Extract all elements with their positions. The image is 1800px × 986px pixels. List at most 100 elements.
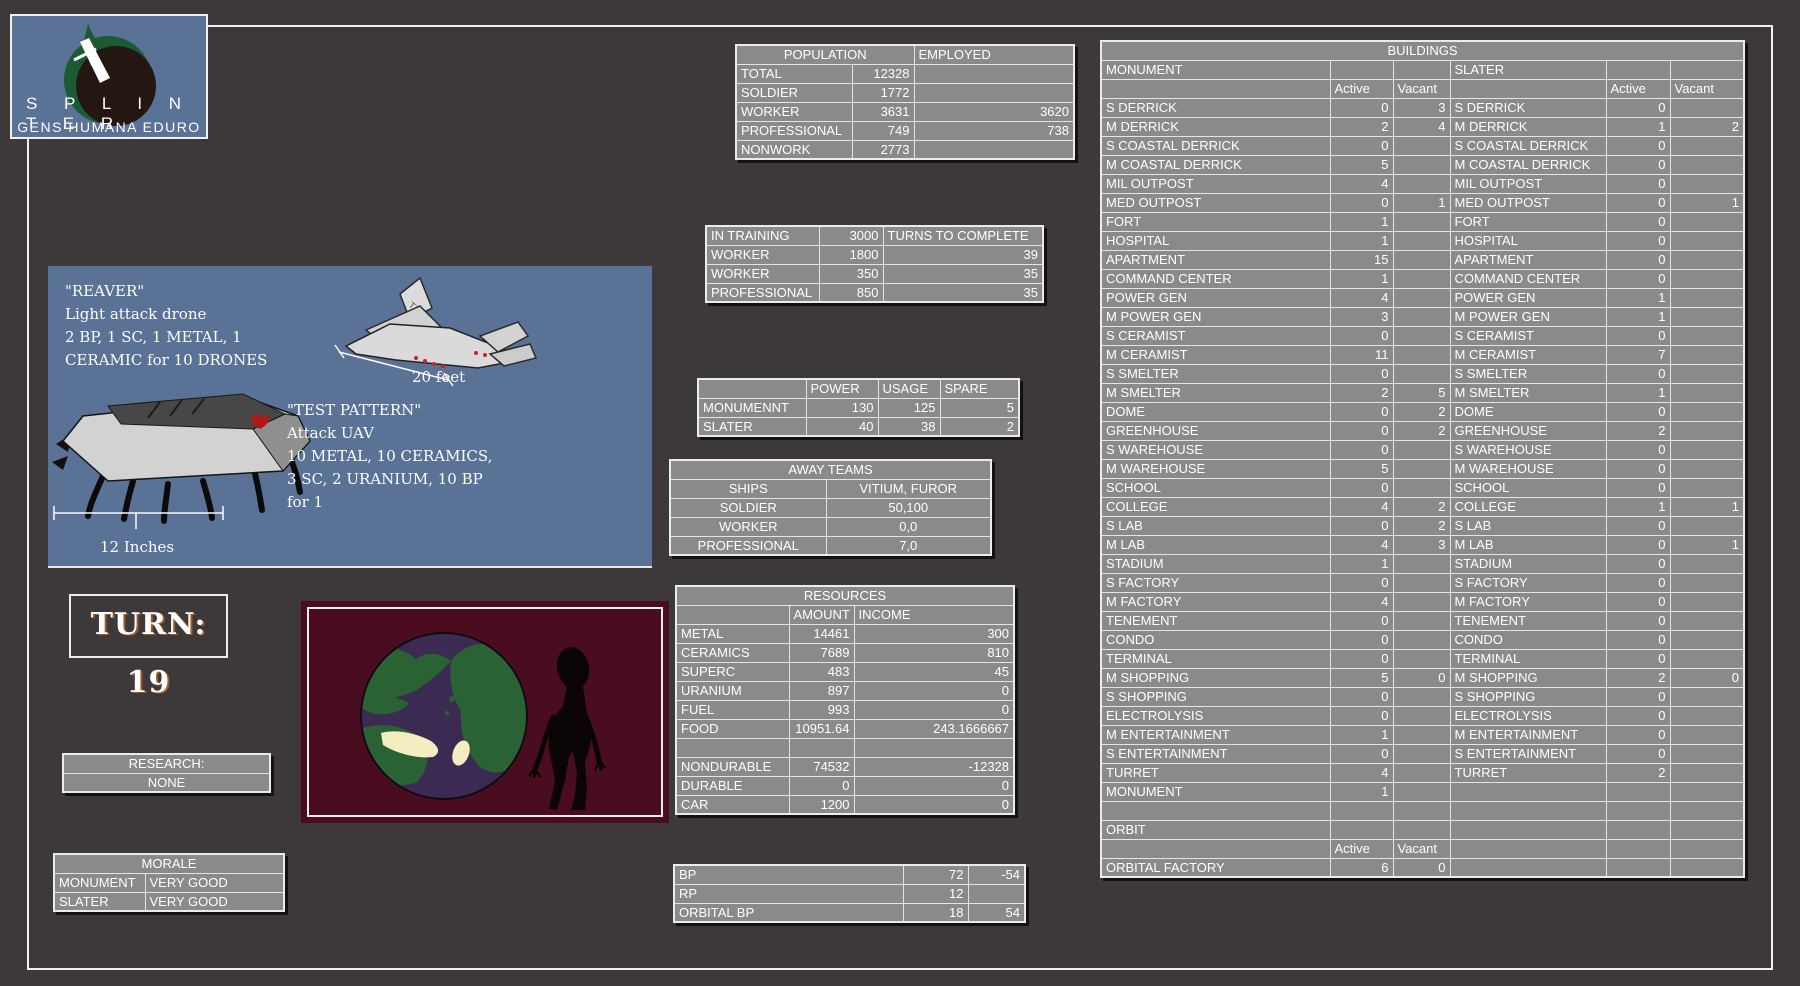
resource-income[interactable] xyxy=(853,737,1015,758)
building-name-monument[interactable]: M DERRICK xyxy=(1100,116,1331,137)
building-name-monument[interactable]: S SMELTER xyxy=(1100,363,1331,384)
building-vacant-slater[interactable] xyxy=(1669,439,1745,460)
building-active-slater[interactable]: 0 xyxy=(1605,325,1671,346)
population-employed[interactable] xyxy=(913,63,1075,84)
morale-value[interactable]: VERY GOOD xyxy=(144,891,285,912)
building-name-monument[interactable]: S SHOPPING xyxy=(1100,686,1331,707)
building-active-monument[interactable]: 4 xyxy=(1329,591,1394,612)
building-vacant-slater[interactable] xyxy=(1669,173,1745,194)
training-value[interactable]: 350 xyxy=(818,263,884,284)
building-active-slater[interactable]: 2 xyxy=(1605,420,1671,441)
training-turns[interactable]: 35 xyxy=(882,263,1044,284)
building-name-slater[interactable]: S LAB xyxy=(1449,515,1607,536)
building-name-monument[interactable]: M SHOPPING xyxy=(1100,667,1331,688)
building-name-slater[interactable]: M DERRICK xyxy=(1449,116,1607,137)
building-name-slater[interactable]: M SHOPPING xyxy=(1449,667,1607,688)
resource-income[interactable]: 810 xyxy=(853,642,1015,663)
building-name-slater[interactable]: M WAREHOUSE xyxy=(1449,458,1607,479)
building-vacant-slater[interactable] xyxy=(1669,515,1745,536)
resource-label[interactable]: SUPERC xyxy=(675,661,790,682)
points-value[interactable]: 72 xyxy=(902,864,969,885)
building-vacant-slater[interactable]: 0 xyxy=(1669,667,1745,688)
population-label[interactable]: WORKER xyxy=(735,101,853,122)
building-vacant-slater[interactable] xyxy=(1669,572,1745,593)
building-vacant-slater[interactable] xyxy=(1669,306,1745,327)
building-active-slater[interactable]: 0 xyxy=(1605,705,1671,726)
resource-amount[interactable]: 483 xyxy=(788,661,855,682)
building-vacant-monument[interactable] xyxy=(1392,268,1451,289)
orbit-section-title[interactable]: ORBIT xyxy=(1100,819,1331,840)
building-vacant-monument[interactable]: 2 xyxy=(1392,401,1451,422)
points-label[interactable]: BP xyxy=(673,864,904,885)
building-name-slater[interactable]: CONDO xyxy=(1449,629,1607,650)
building-vacant-monument[interactable] xyxy=(1392,439,1451,460)
orbital-factory-vacant[interactable]: 0 xyxy=(1392,857,1451,878)
building-active-slater[interactable]: 0 xyxy=(1605,363,1671,384)
building-active-slater[interactable]: 0 xyxy=(1605,439,1671,460)
building-vacant-monument[interactable] xyxy=(1392,477,1451,498)
building-active-monument[interactable]: 0 xyxy=(1329,686,1394,707)
population-value[interactable]: 2773 xyxy=(851,139,915,160)
vacant-header[interactable]: Vacant xyxy=(1392,78,1451,99)
resource-amount[interactable]: 10951.64 xyxy=(788,718,855,739)
building-name-monument[interactable]: MED OUTPOST xyxy=(1100,192,1331,213)
training-value[interactable]: 850 xyxy=(818,282,884,303)
building-name-monument[interactable]: S COASTAL DERRICK xyxy=(1100,135,1331,156)
building-active-slater[interactable]: 0 xyxy=(1605,686,1671,707)
building-name-slater[interactable]: TENEMENT xyxy=(1449,610,1607,631)
blank-cell[interactable] xyxy=(1669,59,1745,80)
resource-label[interactable]: FUEL xyxy=(675,699,790,720)
spreadsheet-cell[interactable] xyxy=(1449,838,1607,859)
resource-income[interactable]: 45 xyxy=(853,661,1015,682)
building-name-monument[interactable]: COMMAND CENTER xyxy=(1100,268,1331,289)
away-value[interactable]: 0,0 xyxy=(825,516,992,537)
building-name-monument[interactable]: S FACTORY xyxy=(1100,572,1331,593)
resource-label[interactable]: METAL xyxy=(675,623,790,644)
building-active-slater[interactable]: 0 xyxy=(1605,230,1671,251)
building-active-monument[interactable]: 0 xyxy=(1329,629,1394,650)
spreadsheet-cell[interactable] xyxy=(1605,838,1671,859)
building-name-monument[interactable]: HOSPITAL xyxy=(1100,230,1331,251)
population-value[interactable]: 1772 xyxy=(851,82,915,103)
building-active-slater[interactable]: 1 xyxy=(1605,306,1671,327)
building-name-slater[interactable]: M SMELTER xyxy=(1449,382,1607,403)
building-name-monument[interactable]: GREENHOUSE xyxy=(1100,420,1331,441)
power-label[interactable]: MONUMENNT xyxy=(697,397,807,418)
orbital-factory-active[interactable]: 6 xyxy=(1329,857,1394,878)
building-vacant-slater[interactable]: 2 xyxy=(1669,116,1745,137)
buildings-title[interactable]: BUILDINGS xyxy=(1100,40,1745,61)
resource-income[interactable]: -12328 xyxy=(853,756,1015,777)
away-value[interactable]: 50,100 xyxy=(825,497,992,518)
resource-amount[interactable]: 0 xyxy=(788,775,855,796)
building-vacant-monument[interactable] xyxy=(1392,743,1451,764)
blank-cell[interactable] xyxy=(1329,59,1394,80)
building-active-slater[interactable]: 0 xyxy=(1605,591,1671,612)
building-active-monument[interactable]: 0 xyxy=(1329,192,1394,213)
training-turns[interactable]: 35 xyxy=(882,282,1044,303)
resource-amount[interactable]: 897 xyxy=(788,680,855,701)
building-active-slater[interactable]: 0 xyxy=(1605,648,1671,669)
building-active-slater[interactable] xyxy=(1605,781,1671,802)
resource-amount[interactable]: 74532 xyxy=(788,756,855,777)
building-vacant-slater[interactable] xyxy=(1669,401,1745,422)
building-vacant-slater[interactable] xyxy=(1669,230,1745,251)
building-name-slater[interactable]: M LAB xyxy=(1449,534,1607,555)
building-active-monument[interactable]: 1 xyxy=(1329,268,1394,289)
training-title[interactable]: IN TRAINING xyxy=(705,225,820,246)
building-vacant-slater[interactable] xyxy=(1669,781,1745,802)
population-employed[interactable]: 3620 xyxy=(913,101,1075,122)
employed-header[interactable]: EMPLOYED xyxy=(913,44,1075,65)
building-name-monument[interactable]: M WAREHOUSE xyxy=(1100,458,1331,479)
building-name-slater[interactable]: S COASTAL DERRICK xyxy=(1449,135,1607,156)
building-vacant-slater[interactable] xyxy=(1669,724,1745,745)
building-name-monument[interactable]: DOME xyxy=(1100,401,1331,422)
building-active-monument[interactable]: 1 xyxy=(1329,724,1394,745)
building-vacant-slater[interactable] xyxy=(1669,420,1745,441)
building-active-monument[interactable]: 0 xyxy=(1329,439,1394,460)
building-vacant-slater[interactable] xyxy=(1669,249,1745,270)
building-active-slater[interactable]: 0 xyxy=(1605,192,1671,213)
building-active-slater[interactable]: 0 xyxy=(1605,268,1671,289)
spreadsheet-cell[interactable] xyxy=(1605,857,1671,878)
spare-header[interactable]: SPARE xyxy=(939,378,1020,399)
spare-value[interactable]: 2 xyxy=(939,416,1020,437)
